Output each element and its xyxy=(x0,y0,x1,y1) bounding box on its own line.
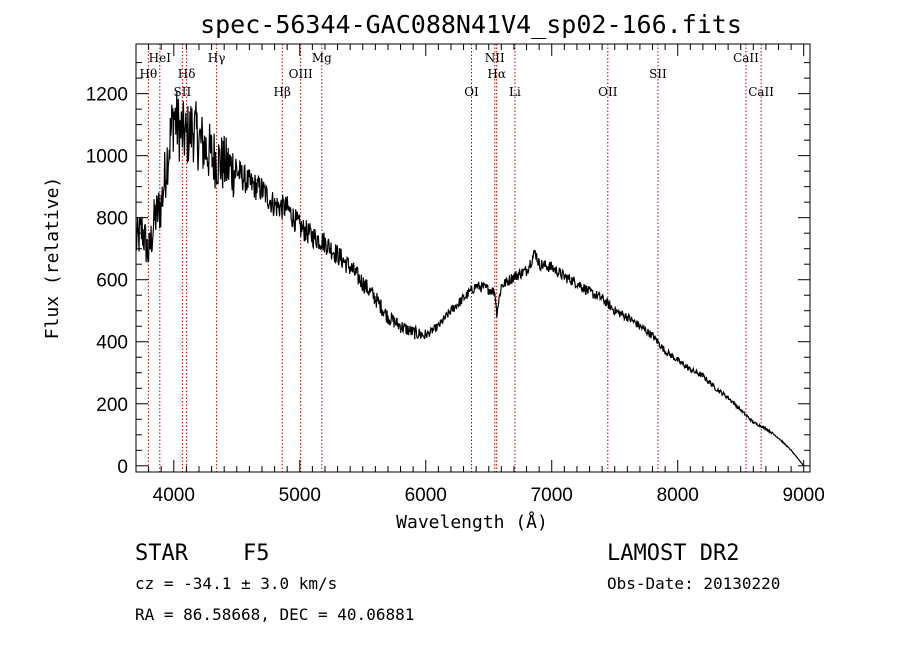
spectral-line-label: Hθ xyxy=(139,67,157,81)
spectral-line-label: NII xyxy=(485,51,505,65)
spectral-line-label: OIII xyxy=(289,67,313,81)
spectral-line-label: Li xyxy=(509,85,521,99)
spectral-line-label: Mg xyxy=(312,51,332,65)
x-tick-label: 7000 xyxy=(531,485,573,506)
spectral-line-label: OII xyxy=(598,85,618,99)
spectral-line-label: HeI xyxy=(149,51,172,65)
chart-title: spec-56344-GAC088N41V4_sp02-166.fits xyxy=(200,10,742,39)
y-tick-label: 1200 xyxy=(86,85,128,106)
spectral-line-label: Hδ xyxy=(178,67,196,81)
redshift-velocity: cz = -34.1 ± 3.0 km/s xyxy=(135,574,337,593)
observation-date: Obs-Date: 20130220 xyxy=(607,574,780,593)
spectral-line-label: Hβ xyxy=(274,85,291,99)
spectral-line-label: Hα xyxy=(487,67,506,81)
object-class: STAR xyxy=(135,541,189,566)
y-axis-label: Flux (relative) xyxy=(42,177,63,340)
y-tick-label: 400 xyxy=(96,333,128,354)
x-tick-label: 5000 xyxy=(279,485,321,506)
y-tick-label: 200 xyxy=(96,395,128,416)
sky-coordinates: RA = 86.58668, DEC = 40.06881 xyxy=(135,605,414,624)
spectral-line-label: CaII xyxy=(733,51,759,65)
y-axis-ticks: 0 200 400 600 800 1000 1200 xyxy=(86,62,810,478)
spectral-line-label: OI xyxy=(464,85,479,99)
spectral-line-label: SII xyxy=(649,67,667,81)
x-axis-label: Wavelength (Å) xyxy=(396,511,548,533)
x-tick-label: 9000 xyxy=(783,485,825,506)
spectral-line-label: SII xyxy=(174,85,192,99)
plot-frame xyxy=(135,43,811,473)
spectral-line-label: CaII xyxy=(748,85,774,99)
y-tick-label: 800 xyxy=(96,209,128,230)
object-subclass: F5 xyxy=(243,541,270,566)
x-tick-label: 6000 xyxy=(405,485,447,506)
spectrum-series xyxy=(135,91,805,467)
x-axis-ticks: 4000 5000 6000 7000 8000 9000 xyxy=(148,44,825,506)
flux-line xyxy=(135,91,805,467)
spectral-line-label: Hγ xyxy=(208,51,226,65)
y-tick-label: 0 xyxy=(117,457,128,478)
survey-name: LAMOST DR2 xyxy=(607,541,739,566)
plot-area-border xyxy=(135,43,811,473)
y-tick-label: 1000 xyxy=(86,147,128,168)
x-tick-label: 4000 xyxy=(153,485,195,506)
y-tick-label: 600 xyxy=(96,271,128,292)
x-tick-label: 8000 xyxy=(657,485,699,506)
